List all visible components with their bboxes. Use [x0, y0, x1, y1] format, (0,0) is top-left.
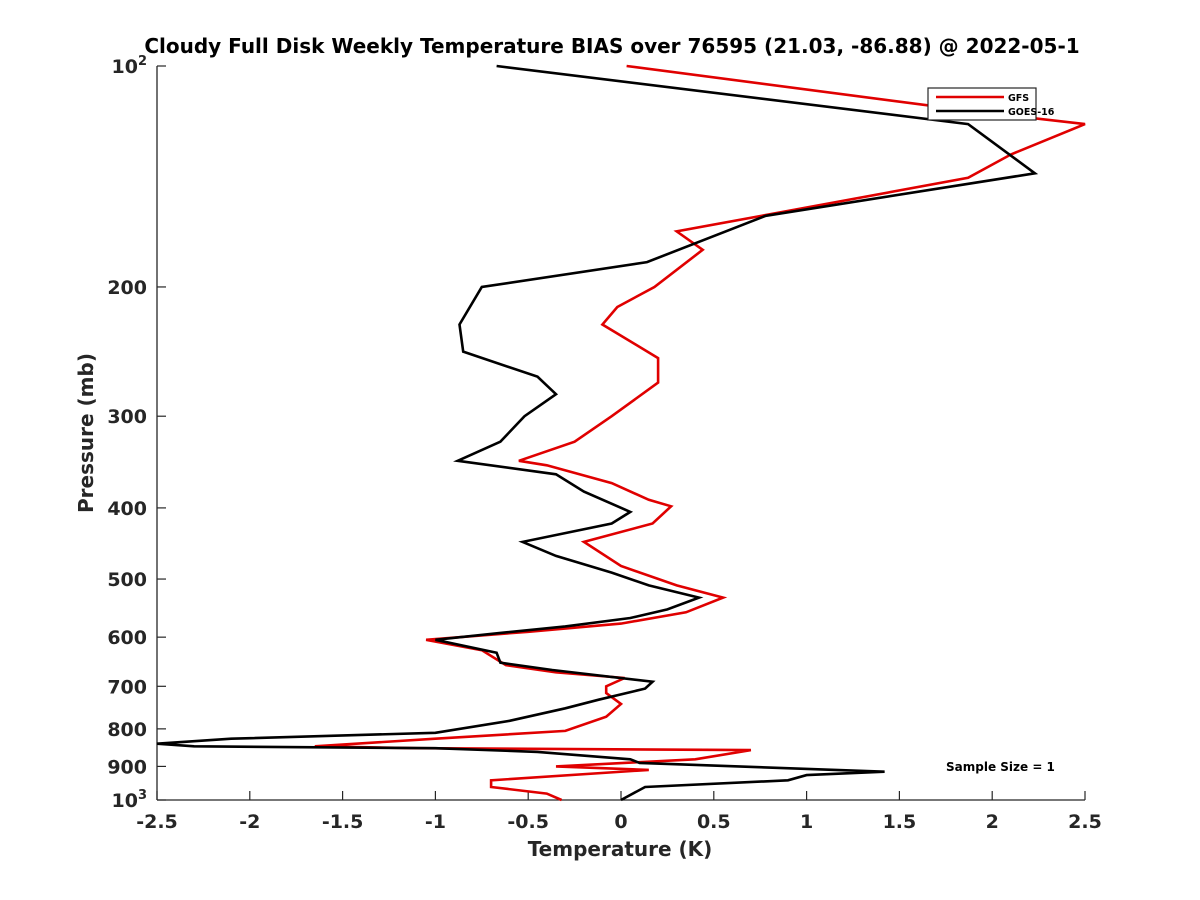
legend-label-gfs: GFS: [1008, 93, 1029, 104]
x-tick-label: 2: [986, 811, 999, 833]
x-ticks: -2.5 -2 -1.5 -1 -0.5 0 0.5 1 1.5 2 2.5: [136, 791, 1102, 833]
y-tick-label: 103: [112, 788, 148, 812]
x-tick-label: 2.5: [1068, 811, 1102, 833]
x-tick-label: -2.5: [136, 811, 178, 833]
y-tick-label: 200: [107, 277, 147, 299]
x-tick-label: 1: [800, 811, 813, 833]
legend-box: [927, 87, 1037, 121]
y-tick-exponent: 3: [138, 788, 147, 803]
y-tick-label: 700: [107, 676, 147, 698]
x-tick-label: -2: [239, 811, 260, 833]
y-tick-label: 900: [107, 756, 147, 778]
y-tick-label: 102: [112, 54, 148, 78]
series-line-gfs: [314, 64, 1086, 802]
y-tick-label: 800: [107, 719, 147, 741]
y-tick-label: 500: [107, 569, 147, 591]
x-tick-label: 1.5: [883, 811, 917, 833]
x-tick-label: -0.5: [507, 811, 549, 833]
series-layer: [156, 64, 1086, 802]
x-tick-label: -1.5: [322, 811, 364, 833]
x-tick-label: 0: [614, 811, 627, 833]
x-tick-label: 0.5: [697, 811, 731, 833]
x-axis-label: Temperature (K): [528, 837, 713, 861]
legend-label-goes16: GOES-16: [1008, 107, 1055, 118]
y-tick-exponent: 2: [138, 54, 147, 69]
y-tick-base: 10: [112, 56, 138, 78]
series-line-goes16: [156, 64, 1039, 802]
y-tick-label: 300: [107, 406, 147, 428]
x-tick-label: -1: [425, 811, 446, 833]
y-tick-base: 10: [112, 790, 138, 812]
axes: [156, 66, 1085, 801]
y-tick-label: 600: [107, 627, 147, 649]
y-axis-label: Pressure (mb): [74, 353, 98, 513]
sample-size-annotation: Sample Size = 1: [946, 760, 1055, 774]
y-tick-label: 400: [107, 498, 147, 520]
legend: GFS GOES-16: [927, 87, 1055, 121]
chart-title: Cloudy Full Disk Weekly Temperature BIAS…: [144, 34, 1079, 58]
